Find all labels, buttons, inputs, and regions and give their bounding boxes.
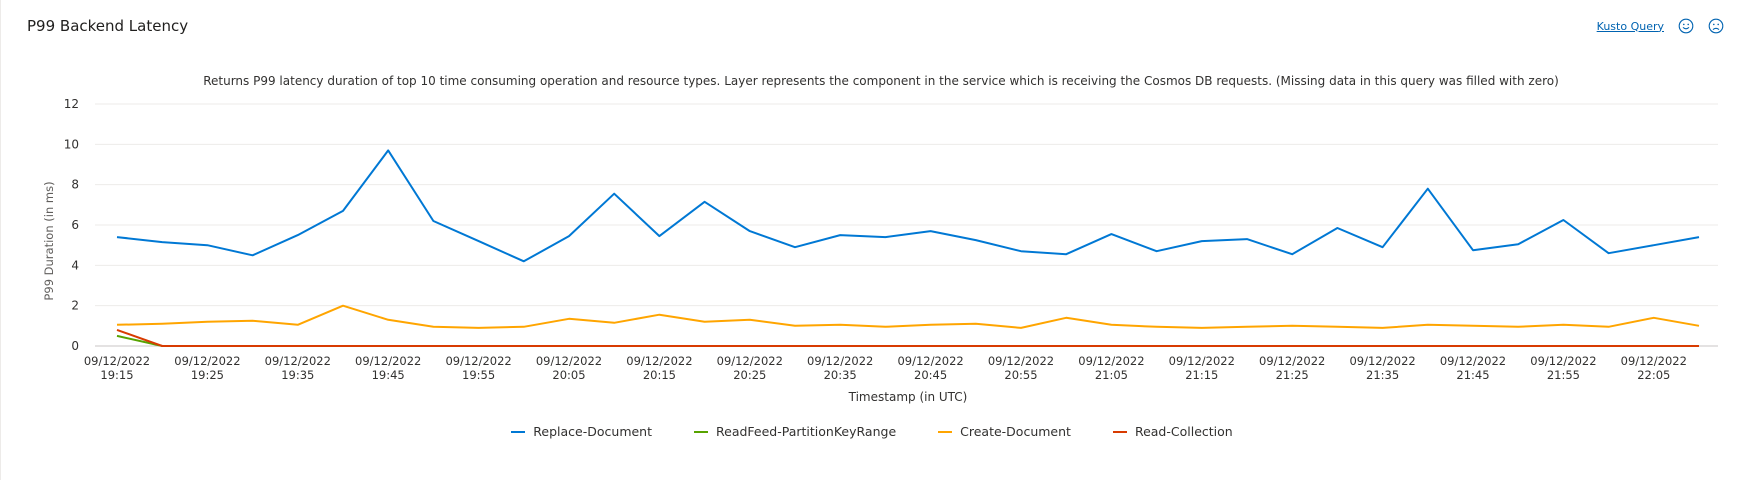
x-tick-date: 09/12/2022 xyxy=(84,354,150,368)
y-tick-label: 10 xyxy=(64,137,79,151)
legend-swatch xyxy=(511,430,526,433)
x-tick-date: 09/12/2022 xyxy=(174,354,240,368)
x-tick-date: 09/12/2022 xyxy=(717,354,783,368)
x-tick-date: 09/12/2022 xyxy=(807,354,873,368)
x-tick-date: 09/12/2022 xyxy=(1169,354,1235,368)
x-tick-time: 22:05 xyxy=(1637,368,1670,382)
legend-label: Create-Document xyxy=(960,424,1071,439)
legend-label: ReadFeed-PartitionKeyRange xyxy=(716,424,897,439)
x-tick-time: 20:05 xyxy=(552,368,585,382)
panel-toolbar: Kusto Query xyxy=(1597,18,1724,34)
legend-label: Replace-Document xyxy=(533,424,653,439)
chart-series xyxy=(116,149,1700,347)
y-tick-label: 4 xyxy=(71,258,79,272)
x-tick-time: 21:05 xyxy=(1095,368,1128,382)
series-line-create-document[interactable] xyxy=(116,304,1700,329)
x-tick-time: 19:15 xyxy=(100,368,133,382)
x-tick-time: 21:55 xyxy=(1547,368,1580,382)
legend-swatch xyxy=(938,430,953,433)
y-tick-label: 2 xyxy=(71,299,79,313)
x-tick-time: 21:25 xyxy=(1276,368,1309,382)
chart-title: Returns P99 latency duration of top 10 t… xyxy=(203,74,1559,88)
x-tick-time: 21:35 xyxy=(1366,368,1399,382)
x-tick-time: 21:45 xyxy=(1456,368,1489,382)
x-tick-date: 09/12/2022 xyxy=(536,354,602,368)
x-tick-date: 09/12/2022 xyxy=(1259,354,1325,368)
x-tick-time: 20:15 xyxy=(643,368,676,382)
x-tick-date: 09/12/2022 xyxy=(1078,354,1144,368)
x-tick-date: 09/12/2022 xyxy=(1621,354,1687,368)
chart-legend: Replace-Document ReadFeed-PartitionKeyRan… xyxy=(1,424,1742,439)
x-tick-time: 19:55 xyxy=(462,368,495,382)
x-tick-date: 09/12/2022 xyxy=(355,354,421,368)
chart-gridlines xyxy=(95,103,1718,347)
series-line-read-collection[interactable] xyxy=(116,328,1699,347)
x-tick-time: 20:25 xyxy=(733,368,766,382)
x-tick-date: 09/12/2022 xyxy=(445,354,511,368)
legend-item[interactable]: Replace-Document xyxy=(511,424,652,439)
x-tick-time: 19:45 xyxy=(372,368,405,382)
frown-icon[interactable] xyxy=(1708,18,1724,34)
x-tick-time: 20:45 xyxy=(914,368,947,382)
x-axis-label: Timestamp (in UTC) xyxy=(848,390,968,404)
y-tick-label: 12 xyxy=(64,97,79,111)
smiley-icon[interactable] xyxy=(1678,18,1694,34)
x-tick-time: 20:35 xyxy=(824,368,857,382)
x-tick-time: 21:15 xyxy=(1185,368,1218,382)
legend-item[interactable]: Read-Collection xyxy=(1112,424,1233,439)
y-tick-label: 6 xyxy=(71,218,79,232)
y-axis-label: P99 Duration (in ms) xyxy=(42,181,56,300)
x-tick-time: 19:25 xyxy=(191,368,224,382)
kusto-query-link[interactable]: Kusto Query xyxy=(1596,19,1664,33)
legend-swatch xyxy=(1112,430,1127,433)
y-tick-label: 0 xyxy=(71,339,79,353)
legend-swatch xyxy=(694,430,709,433)
x-tick-date: 09/12/2022 xyxy=(1440,354,1506,368)
legend-item[interactable]: ReadFeed-PartitionKeyRange xyxy=(694,424,896,439)
x-axis-ticks: 09/12/202219:1509/12/202219:2509/12/2022… xyxy=(84,354,1687,382)
series-line-replace-document[interactable] xyxy=(116,149,1700,263)
x-tick-date: 09/12/2022 xyxy=(1530,354,1596,368)
series-line-readfeed-partitionkeyrange[interactable] xyxy=(116,334,1699,347)
x-tick-date: 09/12/2022 xyxy=(626,354,692,368)
x-tick-date: 09/12/2022 xyxy=(897,354,963,368)
legend-label: Read-Collection xyxy=(1134,424,1233,439)
x-tick-time: 20:55 xyxy=(1004,368,1037,382)
x-tick-date: 09/12/2022 xyxy=(265,354,331,368)
panel-title: P99 Backend Latency xyxy=(27,17,189,35)
y-tick-label: 8 xyxy=(71,178,79,192)
x-tick-date: 09/12/2022 xyxy=(988,354,1054,368)
x-tick-time: 19:35 xyxy=(281,368,314,382)
legend-item[interactable]: Create-Document xyxy=(938,424,1071,439)
y-axis-ticks: 0 2 4 6 8 10 12 xyxy=(64,97,79,353)
x-tick-date: 09/12/2022 xyxy=(1349,354,1415,368)
